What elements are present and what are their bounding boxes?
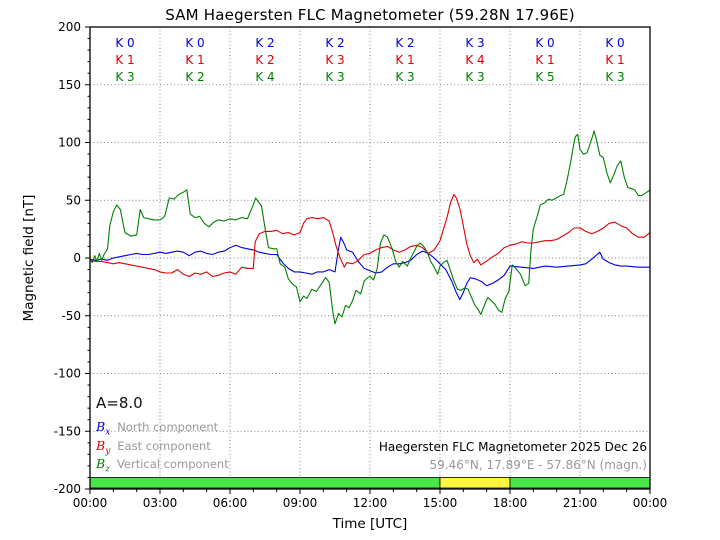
legend-item-bx: Bx North component bbox=[96, 419, 229, 438]
x-tick-label: 00:00 bbox=[73, 496, 108, 510]
legend-item-by: By East component bbox=[96, 438, 229, 457]
trace-bz bbox=[89, 130, 651, 325]
y-tick-label: 0 bbox=[73, 251, 81, 265]
legend-label-bz: Vertical component bbox=[116, 457, 229, 472]
k-index-label: K 3 bbox=[395, 70, 414, 84]
k-index-label: K 1 bbox=[395, 53, 414, 67]
k-index-label: K 2 bbox=[185, 70, 204, 84]
y-tick-label: -100 bbox=[54, 367, 81, 381]
bx-symbol: Bx bbox=[96, 419, 111, 438]
k-index-label: K 3 bbox=[605, 70, 624, 84]
x-tick-label: 06:00 bbox=[213, 496, 248, 510]
x-axis-label: Time [UTC] bbox=[332, 516, 408, 532]
k-activity-bar-segment bbox=[439, 477, 511, 489]
x-tick-label: 03:00 bbox=[143, 496, 178, 510]
k-index-label: K 2 bbox=[255, 53, 274, 67]
k-index-label: K 2 bbox=[255, 36, 274, 50]
by-symbol: By bbox=[96, 437, 111, 457]
k-index-label: K 4 bbox=[255, 70, 274, 84]
k-index-label: K 3 bbox=[465, 70, 484, 84]
legend: Bx North component By East component Bz … bbox=[96, 419, 229, 475]
bz-symbol: Bz bbox=[96, 456, 110, 475]
plot-frame bbox=[89, 26, 651, 490]
y-tick-label: 150 bbox=[58, 78, 81, 92]
k-index-label: K 0 bbox=[535, 36, 554, 50]
k-index-label: K 1 bbox=[605, 53, 624, 67]
y-tick-label: 100 bbox=[58, 136, 81, 150]
k-activity-bar-segment bbox=[509, 477, 651, 489]
y-tick-label: -200 bbox=[54, 482, 81, 496]
station-name-date: Haegersten FLC Magnetometer 2025 Dec 26 bbox=[378, 440, 647, 454]
station-coordinates: 59.46°N, 17.89°E - 57.86°N (magn.) bbox=[429, 458, 647, 472]
k-index-label: K 1 bbox=[185, 53, 204, 67]
k-index-label: K 1 bbox=[535, 53, 554, 67]
k-index-label: K 3 bbox=[465, 36, 484, 50]
chart-title: SAM Haegersten FLC Magnetometer (59.28N … bbox=[165, 6, 575, 24]
y-tick-label: -150 bbox=[54, 424, 81, 438]
legend-label-by: East component bbox=[117, 438, 211, 453]
y-tick-label: 50 bbox=[66, 193, 81, 207]
trace-by bbox=[89, 193, 651, 278]
k-index-label: K 2 bbox=[395, 36, 414, 50]
a-index-value: A=8.0 bbox=[96, 394, 143, 412]
k-activity-bar-segment bbox=[89, 477, 441, 489]
k-index-label: K 3 bbox=[325, 70, 344, 84]
k-index-label: K 0 bbox=[115, 36, 134, 50]
x-tick-label: 15:00 bbox=[423, 496, 458, 510]
y-tick-label: 200 bbox=[58, 20, 81, 34]
x-tick-label: 00:00 bbox=[633, 496, 668, 510]
x-tick-label: 21:00 bbox=[563, 496, 598, 510]
y-axis-label: Magnetic field [nT] bbox=[21, 194, 37, 322]
k-index-label: K 3 bbox=[115, 70, 134, 84]
x-tick-label: 12:00 bbox=[353, 496, 388, 510]
k-index-label: K 3 bbox=[325, 53, 344, 67]
trace-bx bbox=[89, 236, 651, 301]
y-tick-label: -50 bbox=[61, 309, 81, 323]
station-annotation: Haegersten FLC Magnetometer 2025 Dec 26 … bbox=[379, 438, 647, 474]
legend-item-bz: Bz Vertical component bbox=[96, 456, 229, 475]
k-index-label: K 4 bbox=[465, 53, 484, 67]
legend-label-bx: North component bbox=[117, 420, 219, 434]
k-index-label: K 5 bbox=[535, 70, 554, 84]
x-tick-label: 09:00 bbox=[283, 496, 318, 510]
k-index-label: K 0 bbox=[605, 36, 624, 50]
k-index-label: K 0 bbox=[185, 36, 204, 50]
x-tick-label: 18:00 bbox=[493, 496, 528, 510]
k-index-label: K 1 bbox=[115, 53, 134, 67]
k-index-label: K 2 bbox=[325, 36, 344, 50]
